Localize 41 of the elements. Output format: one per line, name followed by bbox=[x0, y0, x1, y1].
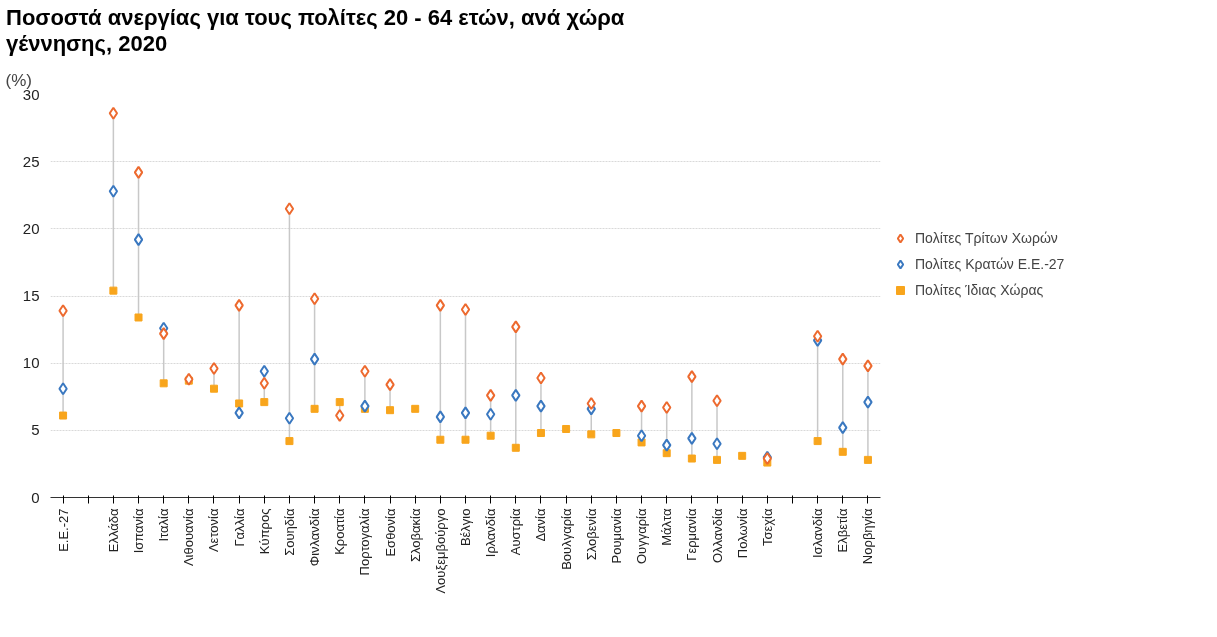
x-tick-label: Γερμανία bbox=[684, 507, 700, 561]
y-tick-label: 10 bbox=[22, 353, 40, 371]
x-tick-label: Κροατία bbox=[332, 507, 348, 555]
x-tick-label: Ε.Ε.-27 bbox=[55, 508, 71, 552]
x-tick-label: Ιρλανδία bbox=[483, 507, 499, 557]
x-tick-label: Ιταλία bbox=[156, 507, 172, 542]
x-tick-label: Βουλγαρία bbox=[558, 507, 574, 570]
y-tick-label: 0 bbox=[31, 488, 40, 506]
x-tick-label: Πολωνία bbox=[734, 507, 750, 559]
x-tick-label: Ολλανδία bbox=[709, 507, 725, 563]
legend-label: Πολίτες Κρατών Ε.Ε.-27 bbox=[915, 255, 1065, 272]
legend-label: Πολίτες Τρίτων Χωρών bbox=[915, 229, 1058, 246]
x-tick-label: Ελλάδα bbox=[105, 507, 121, 553]
x-tick-label: Σλοβενία bbox=[583, 507, 599, 561]
x-tick-label: Πορτογαλία bbox=[357, 507, 373, 576]
x-tick-label: Δανία bbox=[533, 507, 549, 542]
x-tick-label: Σλοβακία bbox=[407, 507, 423, 562]
x-tick-label: Ισπανία bbox=[131, 507, 147, 554]
legend-label: Πολίτες Ίδιας Χώρας bbox=[915, 281, 1044, 298]
x-tick-label: Ελβετία bbox=[835, 507, 851, 553]
x-tick-label: Γαλλία bbox=[231, 507, 247, 547]
x-tick-label: Ρουμανία bbox=[608, 507, 624, 564]
y-tick-label: 5 bbox=[31, 421, 40, 439]
x-tick-label: Κύπρος bbox=[256, 508, 272, 554]
y-tick-label: 20 bbox=[22, 219, 40, 237]
x-tick-label: Λιθουανία bbox=[181, 507, 197, 566]
x-tick-label: Σουηδία bbox=[281, 507, 297, 556]
x-tick-label: Λετονία bbox=[206, 507, 222, 552]
x-tick-label: Τσεχία bbox=[759, 507, 775, 546]
x-tick-label: Ισλανδία bbox=[810, 507, 826, 558]
x-tick-label: Μάλτα bbox=[659, 507, 675, 546]
x-tick-label: Εσθονία bbox=[382, 507, 398, 557]
chart-title: Ποσοστά ανεργίας για τους πολίτες 20 - 64 ετών, ανά χώρα γέννησης, 2020 bbox=[6, 5, 626, 58]
y-tick-label: 25 bbox=[22, 152, 40, 170]
x-tick-label: Βέλγιο bbox=[458, 508, 473, 546]
x-tick-label: Φινλανδία bbox=[307, 507, 323, 566]
x-tick-label: Λουξεμβούργο bbox=[432, 508, 448, 594]
y-tick-label: 15 bbox=[22, 286, 40, 304]
x-tick-label: Αυστρία bbox=[508, 507, 524, 556]
x-tick-label: Ουγγαρία bbox=[634, 507, 650, 564]
x-tick-label: Νορβηγία bbox=[860, 507, 876, 564]
